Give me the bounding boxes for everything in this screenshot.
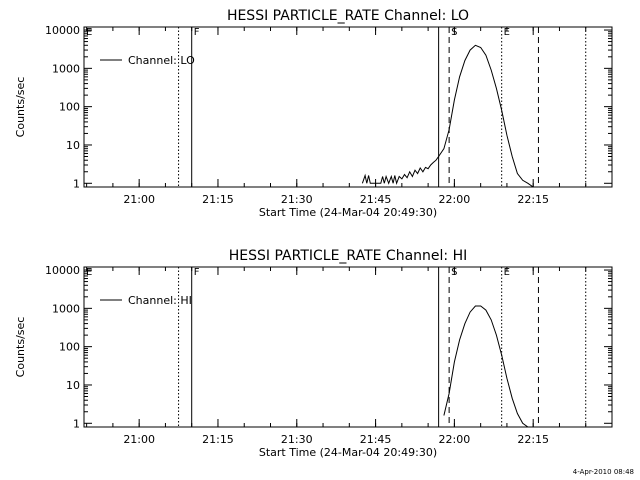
x-tick-label: 21:00 [123, 433, 155, 446]
x-axis-label: Start Time (24-Mar-04 20:49:30) [259, 206, 437, 219]
x-tick-label: 22:00 [439, 433, 471, 446]
event-marker-label: F [194, 267, 200, 278]
y-tick-label: 10000 [45, 24, 80, 37]
x-tick-label: 21:15 [202, 193, 234, 206]
series-line [443, 305, 529, 427]
plot-frame [83, 26, 613, 188]
y-tick-label: 10000 [45, 264, 80, 277]
plot-frame [83, 266, 613, 428]
y-tick-label: 1 [73, 177, 80, 190]
y-tick-label: 1000 [52, 62, 80, 75]
x-tick-label: 21:45 [360, 193, 392, 206]
x-tick-label: 22:15 [517, 433, 549, 446]
series-line [361, 44, 534, 187]
chart-title: HESSI PARTICLE_RATE Channel: HI [229, 248, 467, 264]
y-tick-label: 100 [59, 341, 80, 354]
y-axis-label: Counts/sec [14, 77, 27, 138]
x-tick-label: 22:00 [439, 193, 471, 206]
x-tick-label: 22:15 [517, 193, 549, 206]
y-tick-label: 100 [59, 101, 80, 114]
event-marker-label: E [504, 267, 510, 278]
chart-panel-1: HESSI PARTICLE_RATE Channel: LO 1 10 100 100… [14, 8, 613, 219]
event-marker-label: E [86, 27, 92, 38]
x-tick-label: 21:15 [202, 433, 234, 446]
x-tick-label: 21:00 [123, 193, 155, 206]
x-tick-label: 21:45 [360, 433, 392, 446]
chart-title: HESSI PARTICLE_RATE Channel: LO [227, 8, 469, 24]
y-tick-label: 1 [73, 417, 80, 430]
event-marker-label: S [451, 27, 457, 38]
y-tick-label: 10 [66, 139, 80, 152]
chart-panel-2: HESSI PARTICLE_RATE Channel: HI 1 10 100 100… [14, 248, 613, 459]
y-tick-label: 10 [66, 379, 80, 392]
event-marker-label: E [504, 27, 510, 38]
event-marker-label: S [451, 267, 457, 278]
x-axis-label: Start Time (24-Mar-04 20:49:30) [259, 446, 437, 459]
event-marker-label: F [194, 27, 200, 38]
y-tick-label: 1000 [52, 302, 80, 315]
legend-label: Channel: HI [128, 294, 192, 307]
y-axis-label: Counts/sec [14, 317, 27, 378]
legend-label: Channel: LO [128, 54, 195, 67]
x-tick-label: 21:30 [281, 433, 313, 446]
event-marker-label: E [86, 267, 92, 278]
x-tick-label: 21:30 [281, 193, 313, 206]
plot-timestamp: 4-Apr-2010 08:48 [572, 468, 634, 476]
